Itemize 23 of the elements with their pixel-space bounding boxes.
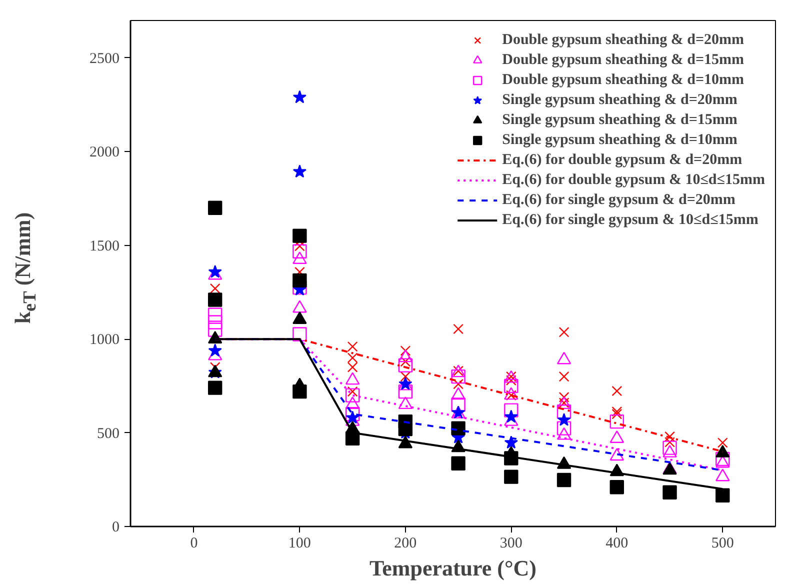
x-tick-label: 300: [500, 536, 522, 552]
y-tick-label: 1000: [90, 332, 120, 348]
y-tick-label: 0: [112, 520, 120, 536]
x-tick-label: 400: [606, 536, 628, 552]
x-axis-title: Temperature (°C): [369, 556, 537, 580]
legend-label: Double gypsum sheathing & d=15mm: [502, 52, 744, 68]
x-tick-label: 500: [711, 536, 734, 552]
legend-label: Single gypsum sheathing & d=15mm: [502, 112, 738, 128]
legend-label: Single gypsum sheathing & d=10mm: [502, 132, 738, 148]
y-tick-label: 2000: [90, 144, 120, 161]
legend-label: Eq.(6) for double gypsum & d=20mm: [502, 152, 742, 168]
x-tick-label: 200: [394, 536, 417, 552]
legend-label: Single gypsum sheathing & d=20mm: [502, 92, 738, 108]
legend-label: Eq.(6) for single gypsum & 10≤d≤15mm: [502, 212, 758, 228]
y-tick-label: 1500: [90, 238, 120, 254]
legend-label: Double gypsum sheathing & d=20mm: [502, 32, 744, 48]
y-tick-label: 2500: [90, 50, 120, 67]
x-tick-label: 100: [288, 536, 311, 552]
legend-label: Eq.(6) for single gypsum & d=20mm: [502, 192, 736, 208]
x-tick-label: 0: [190, 536, 198, 552]
legend-label: Eq.(6) for double gypsum & 10≤d≤15mm: [502, 172, 765, 188]
legend-label: Double gypsum sheathing & d=10mm: [502, 72, 744, 88]
y-tick-label: 500: [97, 426, 120, 442]
